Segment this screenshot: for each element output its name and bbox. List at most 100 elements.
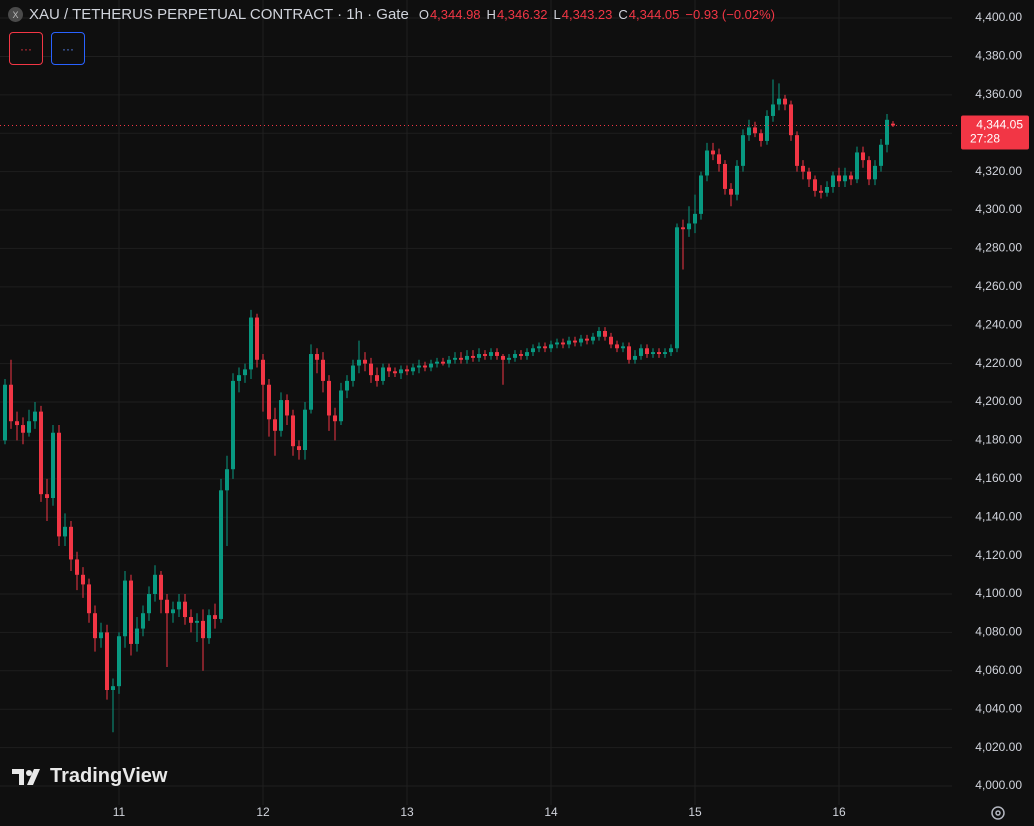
candle-body — [249, 317, 253, 370]
y-tick-label: 4,260.00 — [975, 279, 1022, 293]
close-icon[interactable]: X — [8, 7, 23, 22]
y-tick-label: 4,320.00 — [975, 164, 1022, 178]
settings-icon[interactable] — [991, 806, 1005, 820]
candle-body — [861, 152, 865, 161]
candle-body — [99, 632, 103, 639]
logo — [12, 768, 40, 785]
candle-body — [675, 227, 679, 349]
candle-body — [141, 613, 145, 629]
candle-body — [651, 352, 655, 355]
y-tick-label: 4,140.00 — [975, 509, 1022, 523]
candle-body — [441, 361, 445, 364]
candle-body — [315, 354, 319, 360]
candle-body — [699, 175, 703, 214]
indicator-button[interactable]: ··· — [51, 32, 85, 65]
indicator-button[interactable]: ··· — [9, 32, 43, 65]
x-tick-label: 14 — [544, 805, 558, 819]
candle-body — [753, 127, 757, 134]
candle-body — [75, 559, 79, 575]
candle-body — [501, 355, 505, 360]
candle-body — [213, 615, 217, 619]
x-tick-label: 16 — [832, 805, 846, 819]
candle-body — [549, 344, 553, 349]
candle-body — [261, 359, 265, 385]
last-price-box — [961, 115, 1029, 150]
candle-body — [369, 363, 373, 376]
ohlc-value: 4,346.32 — [496, 7, 548, 22]
candle-body — [645, 348, 649, 355]
last-price-label: 4,344.05 — [976, 118, 1023, 132]
candle-body — [531, 348, 535, 353]
symbol-title[interactable]: XAU / TETHERUS PERPETUAL CONTRACT · 1h ·… — [29, 6, 409, 23]
x-tick-label: 15 — [688, 805, 702, 819]
candle-body — [3, 384, 7, 441]
y-tick-label: 4,380.00 — [975, 49, 1022, 63]
candle-body — [39, 411, 43, 495]
candle-body — [855, 152, 859, 180]
gear-outer — [991, 806, 1005, 820]
candle-body — [405, 369, 409, 372]
candle-body — [429, 363, 433, 368]
candle-body — [165, 599, 169, 614]
candle-body — [447, 359, 451, 364]
y-tick-label: 4,120.00 — [975, 548, 1022, 562]
candle-body — [351, 365, 355, 381]
candle-body — [513, 354, 517, 358]
candle-body — [195, 620, 199, 623]
candle-body — [183, 601, 187, 618]
candle-body — [33, 411, 37, 422]
y-tick-label: 4,040.00 — [975, 701, 1022, 715]
candle-body — [471, 355, 475, 358]
price-change: −0.93 (−0.02%) — [685, 7, 776, 22]
candle-body — [303, 409, 307, 451]
candle-body — [783, 98, 787, 105]
ohlc-value: 4,343.23 — [561, 7, 613, 22]
candle-body — [729, 188, 733, 195]
candle-body — [669, 348, 673, 353]
watermark: TradingView — [12, 765, 167, 788]
candle-body — [51, 432, 55, 499]
candle-body — [663, 352, 667, 355]
candle-body — [489, 352, 493, 356]
candle-body — [879, 144, 883, 166]
candle-body — [159, 574, 163, 600]
candle-body — [483, 354, 487, 356]
candle-body — [477, 354, 481, 358]
candle-body — [81, 574, 85, 585]
candle-body — [201, 620, 205, 639]
candle-body — [87, 584, 91, 614]
candle-body — [681, 227, 685, 230]
candle-body — [495, 352, 499, 356]
candle-body — [561, 342, 565, 345]
candle-body — [747, 127, 751, 136]
candle-body — [819, 190, 823, 193]
candle-body — [597, 330, 601, 337]
candle-body — [273, 419, 277, 431]
candle-body — [567, 340, 571, 345]
candle-body — [327, 380, 331, 416]
y-tick-label: 4,060.00 — [975, 663, 1022, 677]
candle-body — [297, 446, 301, 451]
candle-body — [873, 165, 877, 180]
candle-body — [123, 580, 127, 637]
candle-body — [15, 421, 19, 426]
candle-body — [309, 354, 313, 410]
candle-body — [717, 154, 721, 164]
y-tick-label: 4,400.00 — [975, 10, 1022, 24]
candle-body — [267, 384, 271, 420]
x-tick-label: 12 — [256, 805, 270, 819]
candle-body — [417, 365, 421, 368]
candle-body — [591, 336, 595, 341]
y-tick-label: 4,180.00 — [975, 433, 1022, 447]
candle-body — [609, 336, 613, 345]
ohlc-value: 4,344.98 — [429, 7, 481, 22]
candle-body — [453, 357, 457, 360]
candle-body — [525, 352, 529, 356]
candle-body — [795, 135, 799, 166]
y-tick-label: 4,160.00 — [975, 471, 1022, 485]
candle-body — [633, 355, 637, 360]
candle-body — [789, 104, 793, 136]
candle-body — [771, 104, 775, 116]
